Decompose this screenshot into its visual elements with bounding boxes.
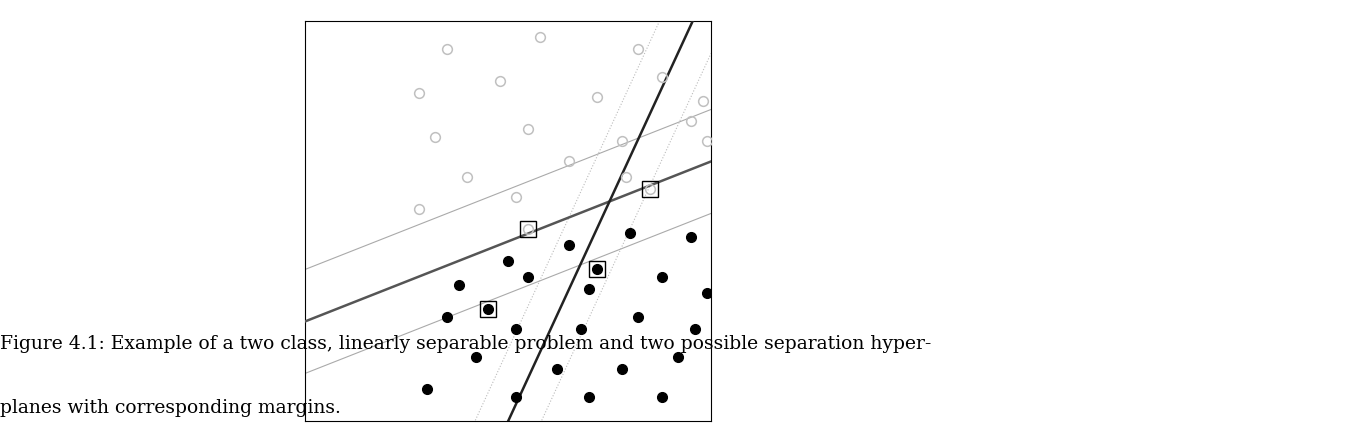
Text: Figure 4.1: Example of a two class, linearly separable problem and two possible : Figure 4.1: Example of a two class, line… <box>0 335 932 353</box>
Text: planes with corresponding margins.: planes with corresponding margins. <box>0 399 340 417</box>
